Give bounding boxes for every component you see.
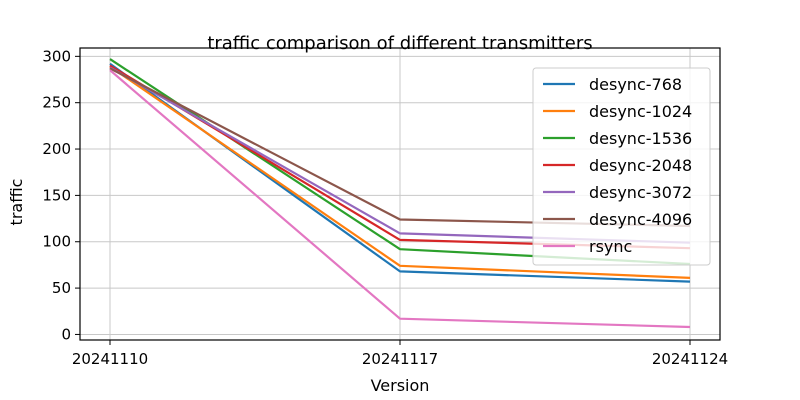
chart-title: traffic comparison of different transmit…	[207, 33, 592, 54]
x-tick-label: 20241124	[652, 350, 728, 368]
y-axis-label: traffic	[7, 179, 26, 226]
legend-label: desync-4096	[589, 210, 692, 229]
legend-label: desync-768	[589, 75, 682, 94]
y-tick-label: 0	[61, 325, 71, 343]
legend: desync-768 desync-1024 desync-1536 desync-2…	[532, 67, 711, 266]
y-tick-label: 100	[42, 233, 71, 251]
legend-label: desync-1024	[589, 102, 692, 121]
y-axis-ticks: 0 50 100 150 200 250 300	[42, 47, 80, 343]
legend-label: desync-1536	[589, 129, 692, 148]
y-tick-label: 50	[52, 279, 71, 297]
legend-label: desync-3072	[589, 183, 692, 202]
y-tick-label: 250	[42, 94, 71, 112]
legend-box	[532, 67, 711, 266]
x-axis-label: Version	[371, 376, 430, 395]
y-tick-label: 300	[42, 47, 71, 65]
series-line-rsync	[109, 69, 691, 329]
x-tick-label: 20241110	[72, 350, 148, 368]
x-axis-ticks: 20241110 20241117 20241124	[72, 340, 728, 368]
legend-label: desync-2048	[589, 156, 692, 175]
x-tick-label: 20241117	[362, 350, 438, 368]
y-tick-label: 200	[42, 140, 71, 158]
y-tick-label: 150	[42, 186, 71, 204]
legend-label: rsync	[589, 237, 632, 256]
series-line-desync-1024	[109, 65, 691, 279]
